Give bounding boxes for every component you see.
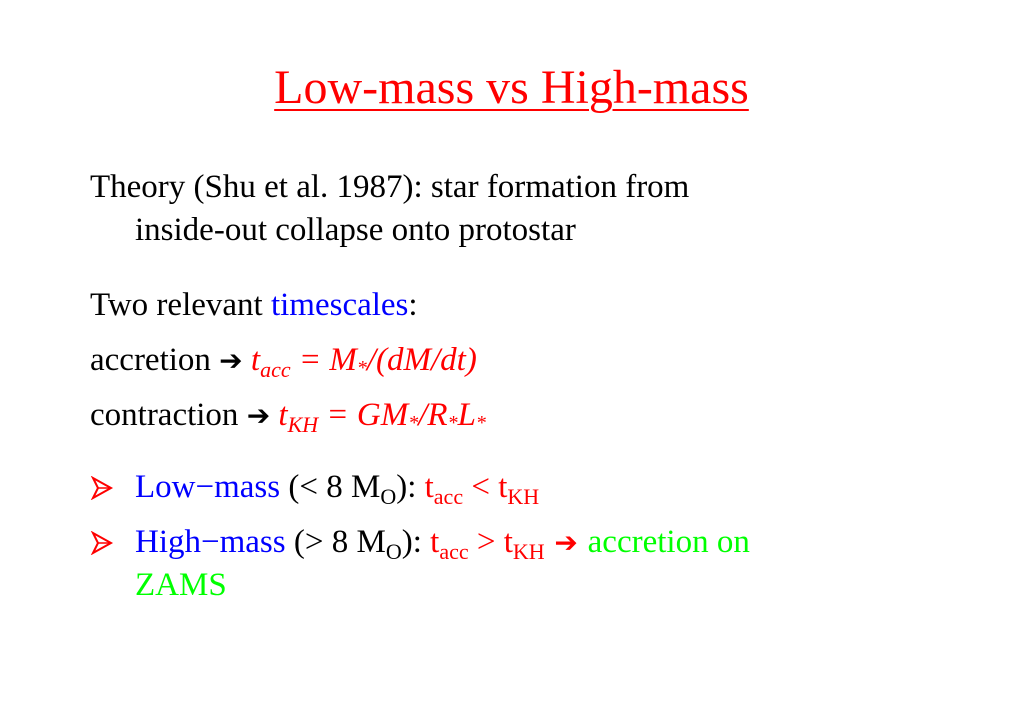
- greater-than: >: [468, 524, 504, 560]
- accretion-formula: tacc = M*/(dM/dt): [242, 342, 477, 382]
- t-symbol: t: [498, 469, 508, 505]
- result-text-2: ZAMS: [135, 567, 227, 603]
- solar-subscript: O: [380, 484, 397, 509]
- less-than: <: [463, 469, 499, 505]
- t-symbol: t: [430, 524, 440, 560]
- timescales-suffix: :: [408, 287, 418, 323]
- low-mass-relation: tacc < tKH: [424, 469, 540, 509]
- star-subscript: *: [475, 412, 486, 434]
- equals-gm: = GM: [318, 397, 409, 433]
- timescales-prefix: Two relevant: [90, 287, 271, 323]
- kh-subscript: KH: [507, 484, 540, 509]
- contraction-label: contraction: [90, 397, 247, 433]
- acc-subscript: acc: [433, 484, 464, 509]
- t-symbol: t: [424, 469, 434, 505]
- contraction-line: contraction ➔ tKH = GM*/R*L*: [90, 395, 486, 445]
- accretion-rest: /(dM/dt): [366, 342, 477, 378]
- condition-open: (< 8 M: [280, 469, 381, 505]
- accretion-line: accretion ➔ tacc = M*/(dM/dt): [90, 340, 477, 390]
- condition-close: ):: [401, 524, 431, 560]
- timescales-word: timescales: [270, 287, 409, 323]
- condition-close: ):: [396, 469, 425, 505]
- result-text-1: accretion on: [587, 524, 750, 560]
- t-symbol: t: [503, 524, 513, 560]
- low-mass-term: Low−mass: [135, 469, 281, 505]
- star-subscript: *: [447, 412, 458, 434]
- slide-title: Low-mass vs High-mass: [274, 61, 749, 114]
- arrowhead-bullet-icon: [90, 467, 120, 507]
- theory-line-1: Theory (Shu et al. 1987): star formation…: [90, 169, 690, 205]
- timescales-line: Two relevant timescales:: [90, 285, 418, 325]
- solar-subscript: O: [385, 539, 402, 564]
- t-symbol: t: [242, 342, 261, 378]
- high-mass-relation: tacc > tKH ➔: [430, 524, 588, 564]
- acc-subscript: acc: [260, 357, 291, 382]
- condition-open: (> 8 M: [285, 524, 386, 560]
- arrow-right-icon: ➔: [219, 344, 243, 377]
- star-subscript: *: [356, 357, 367, 379]
- bullet-low-mass: Low−mass (< 8 MO): tacc < tKH: [135, 467, 539, 517]
- star-subscript: *: [408, 412, 419, 434]
- theory-line-2: inside-out collapse onto protostar: [135, 212, 576, 248]
- high-mass-term: High−mass: [135, 524, 286, 560]
- l-symbol: L: [457, 397, 476, 433]
- bullet-high-mass: High−mass (> 8 MO): tacc > tKH ➔ accreti…: [135, 522, 750, 572]
- kh-subscript: KH: [287, 412, 319, 437]
- kh-subscript: KH: [512, 539, 545, 564]
- accretion-label: accretion: [90, 342, 220, 378]
- arrow-right-icon: ➔: [544, 526, 588, 559]
- arrowhead-bullet-icon: [90, 522, 120, 562]
- arrow-right-icon: ➔: [246, 399, 271, 432]
- acc-subscript: acc: [439, 539, 469, 564]
- contraction-formula: tKH = GM*/R*L*: [270, 397, 486, 437]
- over-r: /R: [418, 397, 448, 433]
- t-symbol: t: [270, 397, 288, 433]
- equals-m: = M: [290, 342, 357, 378]
